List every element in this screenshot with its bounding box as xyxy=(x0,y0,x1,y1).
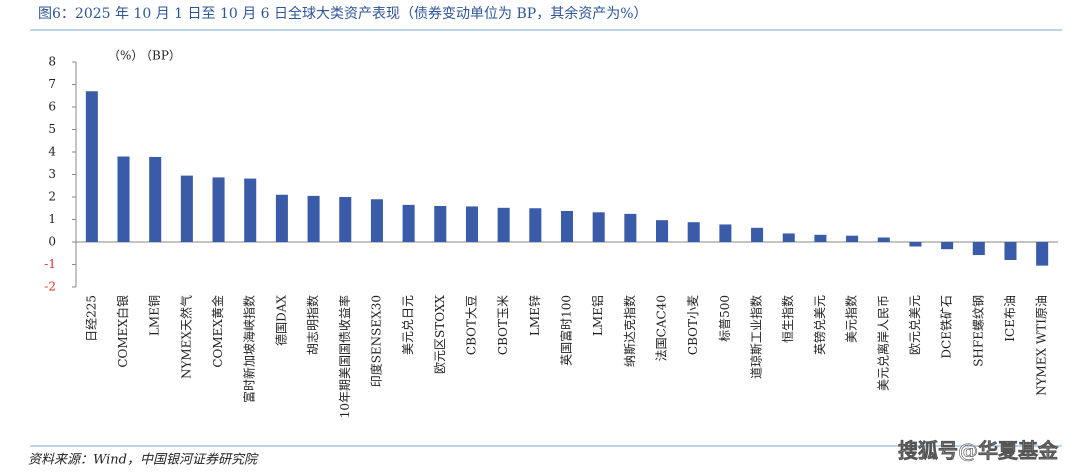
y-tick-label: 8 xyxy=(48,55,56,69)
bar xyxy=(85,91,98,242)
bar xyxy=(244,178,257,242)
x-tick-label: 日经225 xyxy=(84,295,98,342)
x-tick-label: 胡志明指数 xyxy=(305,295,320,355)
bar xyxy=(687,222,700,242)
bar xyxy=(180,175,193,242)
bar xyxy=(275,194,288,242)
bar xyxy=(212,177,225,242)
x-tick-label: LME铜 xyxy=(147,295,162,336)
bar xyxy=(656,220,669,242)
x-tick-label: 美元指数 xyxy=(844,295,859,343)
x-tick-label: COMEX黄金 xyxy=(210,295,225,368)
x-tick-label: 法国CAC40 xyxy=(655,295,669,361)
x-tick-label: 欧元兑美元 xyxy=(908,295,922,355)
y-tick-label: 5 xyxy=(48,122,56,136)
x-tick-label: 美元兑日元 xyxy=(401,295,415,355)
y-tick-label: -1 xyxy=(44,257,56,271)
bar xyxy=(434,206,447,242)
y-tick-label: 3 xyxy=(48,167,56,181)
x-tick-label: 富时新加坡海峡指数 xyxy=(242,295,257,403)
x-tick-label: 纳斯达克指数 xyxy=(622,295,637,367)
x-tick-label: 恒生指数 xyxy=(780,295,795,343)
bar xyxy=(1036,242,1049,266)
x-tick-label: 英国富时100 xyxy=(559,295,574,366)
bar xyxy=(941,242,954,250)
x-tick-label: CBOT小麦 xyxy=(686,295,700,355)
bar xyxy=(402,204,415,242)
x-tick-label: 英镑兑美元 xyxy=(812,295,827,355)
bar xyxy=(1004,242,1017,260)
bar xyxy=(972,242,985,256)
y-tick-label: 6 xyxy=(48,100,56,114)
x-tick-label: SHFE螺纹钢 xyxy=(971,295,985,367)
bar xyxy=(465,206,478,242)
x-tick-label: NYMEX天然气 xyxy=(178,295,193,379)
y-tick-label: 7 xyxy=(48,77,56,91)
y-tick-label: 4 xyxy=(48,145,56,159)
y-tick-label: 0 xyxy=(48,235,56,249)
bar xyxy=(719,224,732,242)
bar xyxy=(529,208,542,242)
x-tick-label: CBOT大豆 xyxy=(464,295,478,355)
x-tick-label: NYMEX WTI原油 xyxy=(1035,295,1049,396)
y-tick-label: -2 xyxy=(44,280,56,294)
x-tick-label: 德国DAX xyxy=(273,295,288,346)
x-tick-label: 印度SENSEX30 xyxy=(368,295,383,387)
bar xyxy=(497,207,510,242)
bar xyxy=(560,210,574,242)
chart-title: 图6：2025 年 10 月 1 日至 10 月 6 日全球大类资产表现（债券变… xyxy=(38,5,648,22)
bar xyxy=(370,199,383,242)
x-tick-label: 10年期美国国债收益率 xyxy=(337,295,352,418)
x-tick-label: CBOT玉米 xyxy=(496,295,510,355)
watermark: 搜狐号@华夏基金 xyxy=(898,439,1059,463)
x-tick-label: LME锌 xyxy=(528,295,542,336)
x-tick-label: 美元兑离岸人民币 xyxy=(875,295,890,391)
unit-label: （BP） xyxy=(140,49,181,63)
x-tick-label: 欧元区STOXX xyxy=(433,295,447,374)
unit-label: （%） xyxy=(108,49,143,63)
bar xyxy=(592,212,605,242)
x-tick-label: COMEX白银 xyxy=(115,295,130,368)
x-tick-label: 道琼斯工业指数 xyxy=(749,295,764,379)
bar xyxy=(117,156,130,242)
bar xyxy=(307,195,320,242)
source: 资料来源：Wind，中国银河证券研究院 xyxy=(28,452,259,468)
x-tick-label: LME铝 xyxy=(590,295,605,336)
x-tick-label: 标普500 xyxy=(718,295,732,342)
bar xyxy=(909,242,922,247)
bar xyxy=(877,237,890,242)
bar xyxy=(624,213,637,242)
y-tick-label: 1 xyxy=(48,212,56,226)
bar xyxy=(846,235,859,242)
bar xyxy=(814,234,827,242)
bar xyxy=(751,227,764,242)
bar xyxy=(149,156,162,242)
bar xyxy=(782,233,795,242)
bar xyxy=(339,197,352,242)
x-tick-label: ICE布油 xyxy=(1003,295,1017,342)
y-tick-label: 2 xyxy=(48,190,56,204)
x-tick-label: DCE铁矿石 xyxy=(940,295,954,359)
